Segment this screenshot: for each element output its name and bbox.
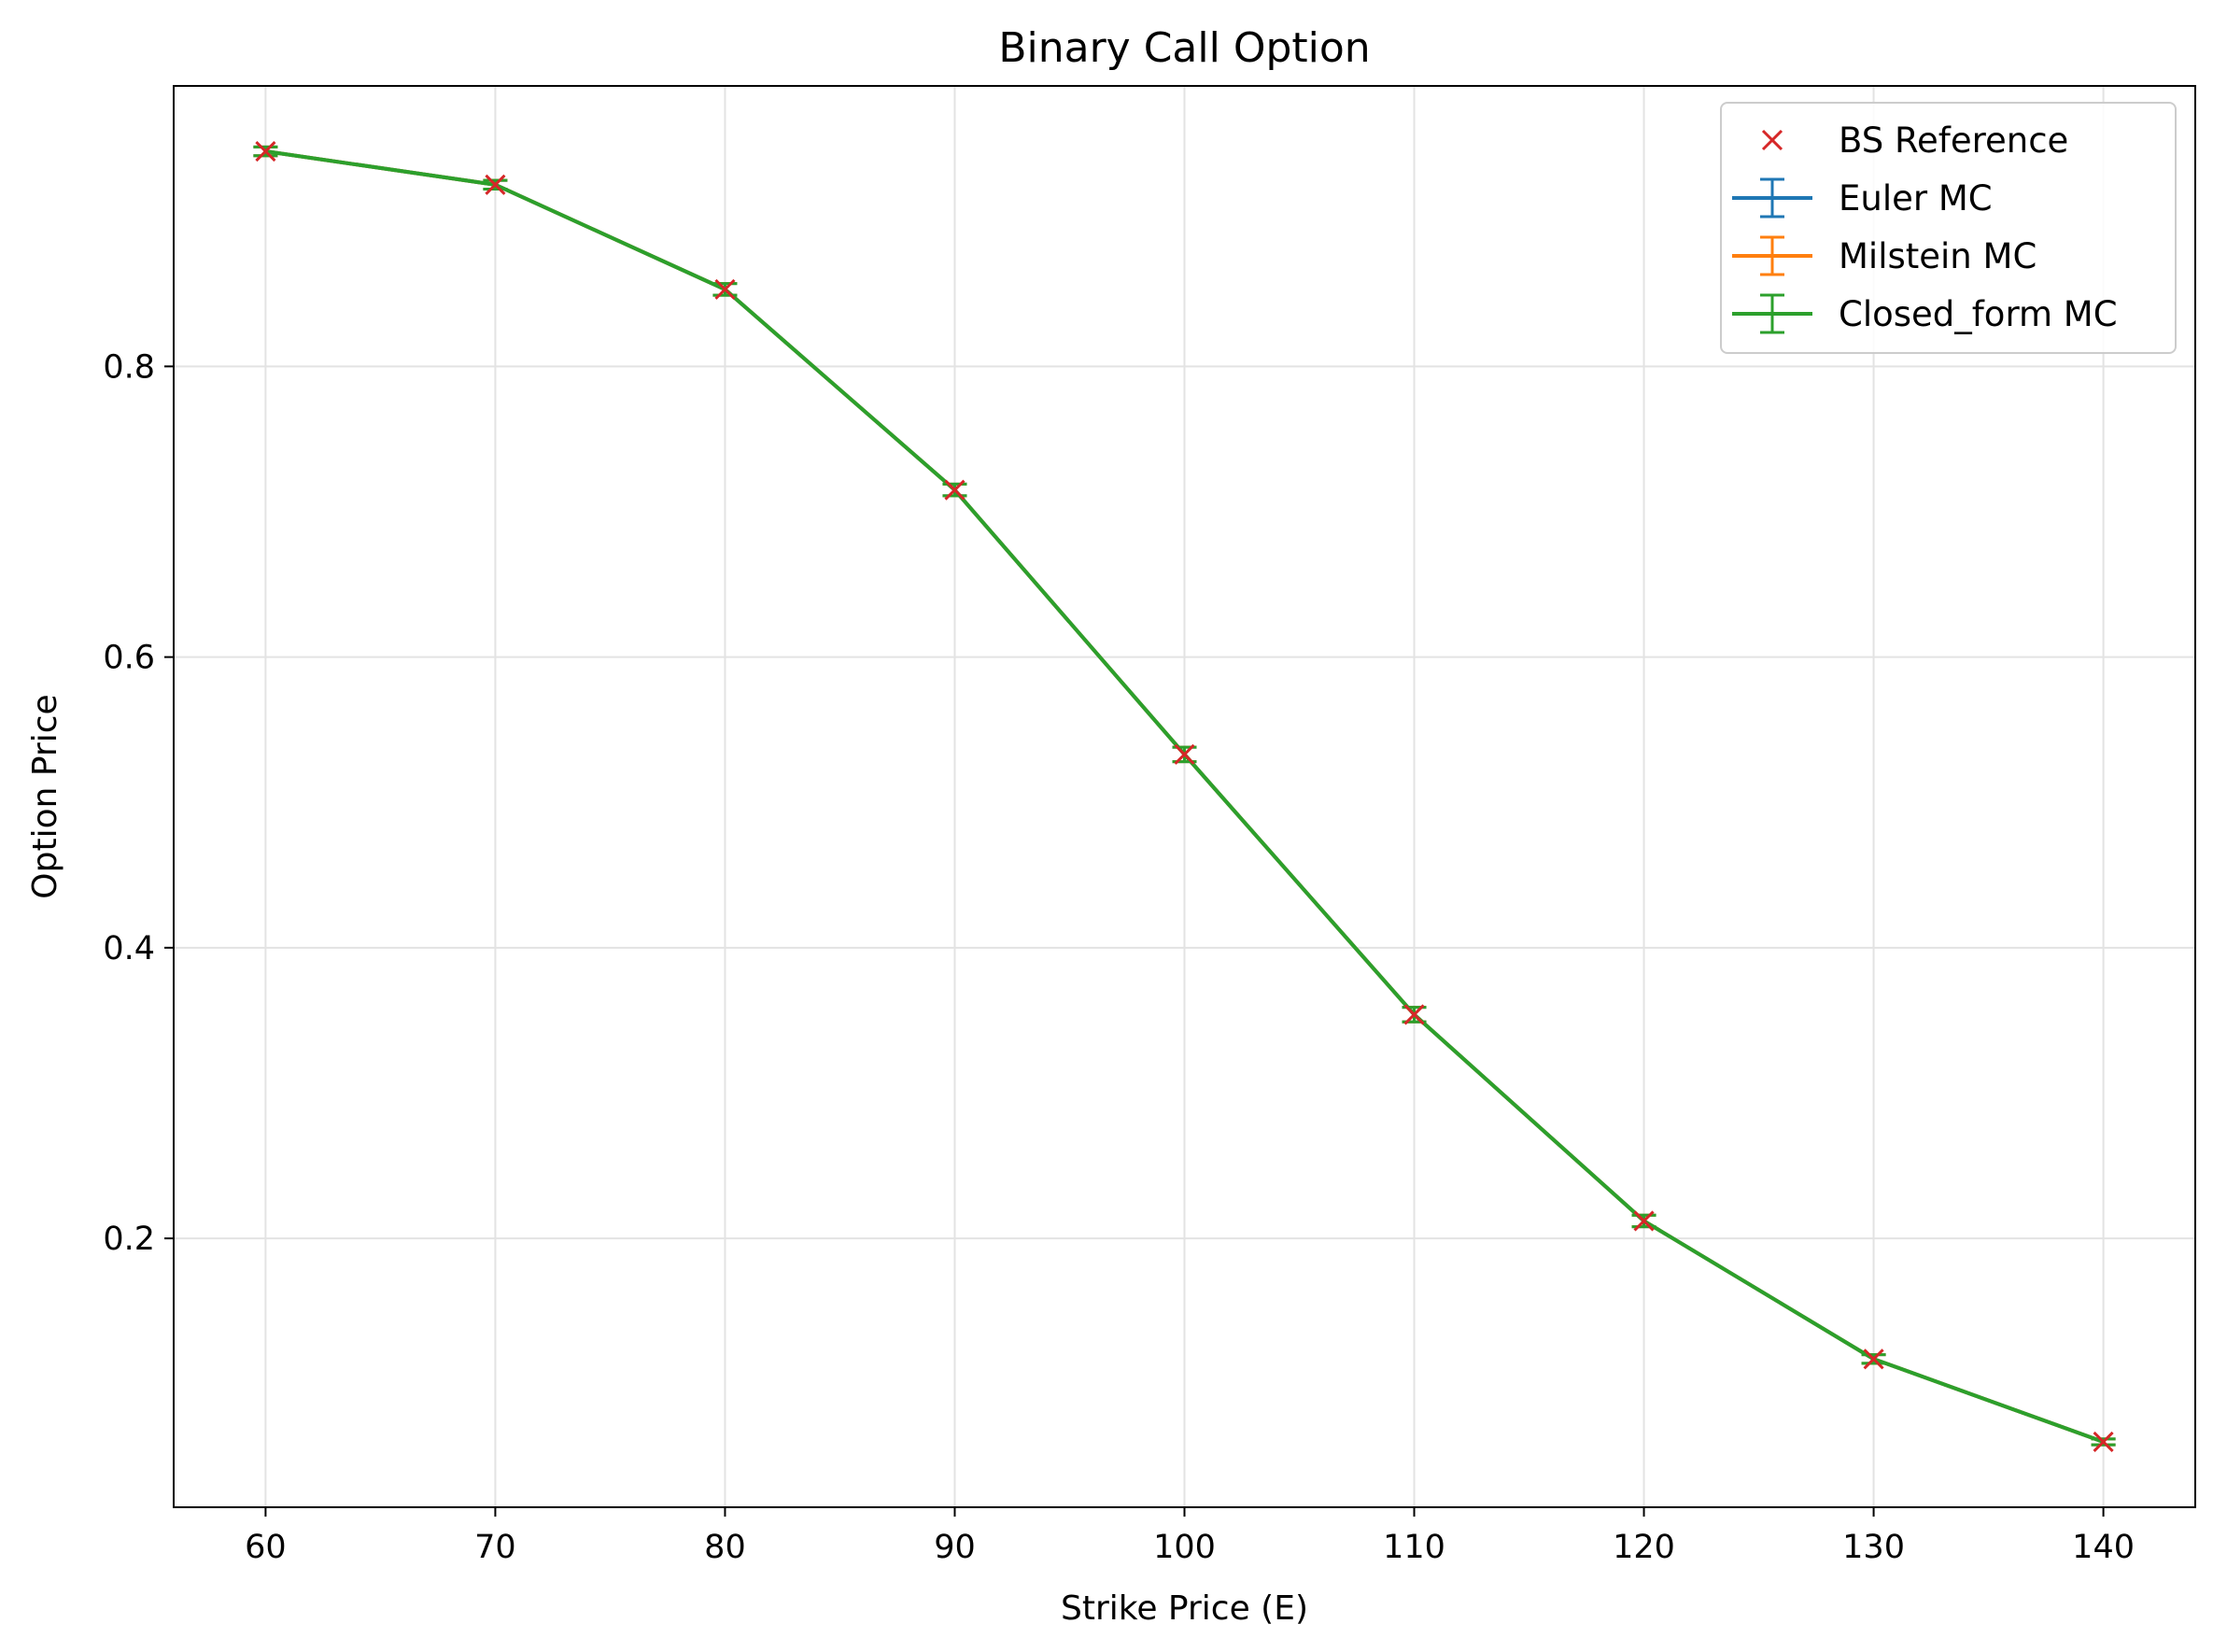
- y-tick-label-2: 0.6: [103, 640, 155, 677]
- reference-marker-0: [255, 140, 276, 162]
- x-tick-label-5: 110: [1383, 1529, 1445, 1566]
- x-tick-label-2: 80: [704, 1529, 746, 1566]
- y-axis-ticks: 0.2 0.4 0.6 0.8: [103, 348, 174, 1258]
- reference-layer: [255, 140, 2114, 1453]
- reference-marker-8: [2093, 1431, 2114, 1453]
- y-tick-label-1: 0.4: [103, 930, 155, 967]
- legend-label-3: Closed_form MC: [1839, 294, 2118, 334]
- x-tick-label-6: 120: [1613, 1529, 1675, 1566]
- reference-marker-2: [714, 278, 736, 300]
- reference-marker-3: [944, 479, 966, 501]
- y-tick-label-0: 0.2: [103, 1221, 155, 1258]
- x-axis-ticks: 60 70 80 90 100 110 120 130 140: [245, 1507, 2135, 1566]
- reference-marker-6: [1633, 1210, 1655, 1232]
- chart-title: Binary Call Option: [998, 24, 1370, 72]
- x-tick-label-7: 130: [1842, 1529, 1905, 1566]
- legend-marker-0: [1761, 129, 1783, 151]
- legend-label-1: Euler MC: [1839, 178, 1993, 219]
- reference-marker-4: [1174, 743, 1195, 765]
- reference-marker-7: [1863, 1348, 1884, 1370]
- reference-marker-1: [485, 174, 506, 195]
- y-tick-label-3: 0.8: [103, 348, 155, 386]
- x-axis-label: Strike Price (E): [1061, 1589, 1308, 1628]
- x-tick-label-1: 70: [474, 1529, 516, 1566]
- legend-label-0: BS Reference: [1839, 120, 2068, 161]
- x-tick-label-3: 90: [934, 1529, 976, 1566]
- x-tick-label-4: 100: [1153, 1529, 1216, 1566]
- legend: BS Reference Euler MC Milstein MC Closed_fo…: [1720, 102, 2177, 354]
- x-tick-label-8: 140: [2072, 1529, 2135, 1566]
- y-axis-label: Option Price: [26, 694, 64, 898]
- legend-box: [1720, 102, 2177, 354]
- legend-label-2: Milstein MC: [1839, 236, 2037, 276]
- reference-marker-5: [1403, 1004, 1425, 1025]
- x-tick-label-0: 60: [245, 1529, 287, 1566]
